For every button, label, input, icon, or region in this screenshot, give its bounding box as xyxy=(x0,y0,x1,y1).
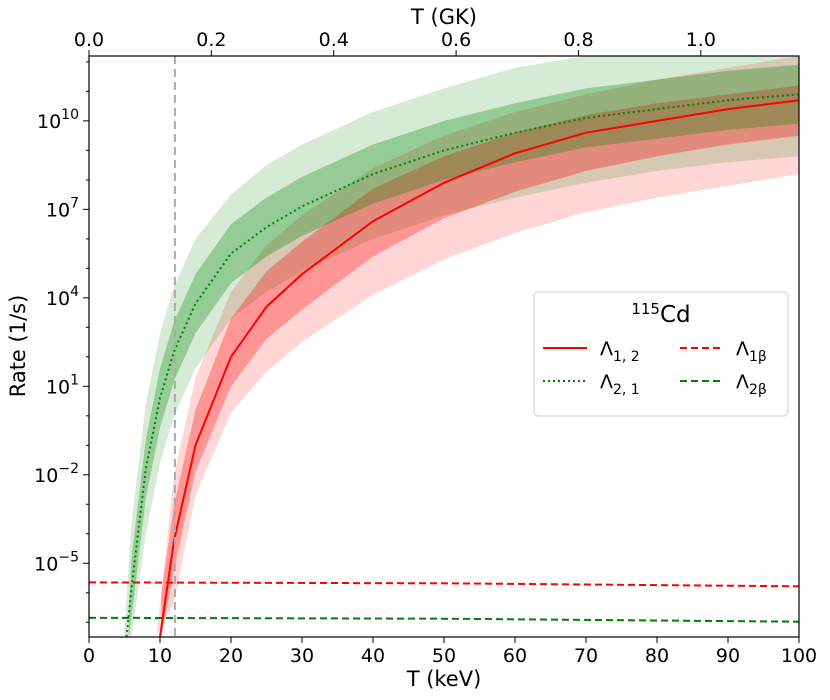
x-tick-label: 10 xyxy=(148,645,172,667)
top-tick-label: 0.6 xyxy=(441,29,471,51)
legend-frame xyxy=(533,291,789,417)
x-axis-ticks: 0 10 20 30 40 50 60 70 80 90 100 xyxy=(83,637,817,667)
legend-title: 115Cd xyxy=(631,300,690,328)
legend-label-l1b: Λ1β xyxy=(736,338,767,365)
top-tick-label: 0.2 xyxy=(196,29,226,51)
series-line-l12 xyxy=(159,99,799,637)
x-tick-label: 0 xyxy=(83,645,95,667)
legend: 115Cd Λ1, 2 Λ1β Λ2, 1 Λ2β xyxy=(533,291,789,417)
y-tick-label: 107 xyxy=(46,195,79,221)
x-axis-title: T (keV) xyxy=(406,667,482,691)
y-tick-label: 10−2 xyxy=(34,461,79,487)
legend-label-l2b: Λ2β xyxy=(736,371,767,398)
x-tick-label: 40 xyxy=(361,645,385,667)
top-tick-label: 0.4 xyxy=(319,29,349,51)
series-line-l21 xyxy=(125,93,799,637)
x-tick-label: 30 xyxy=(290,645,314,667)
x-tick-label: 60 xyxy=(503,645,527,667)
band-inner-l12 xyxy=(161,85,799,637)
y-tick-label: 10−5 xyxy=(34,549,79,575)
series-lines xyxy=(89,93,799,637)
legend-label-l12: Λ1, 2 xyxy=(600,338,640,365)
y-tick-label: 104 xyxy=(46,284,79,310)
uncertainty-bands xyxy=(123,56,799,637)
x-tick-label: 50 xyxy=(432,645,456,667)
band-inner-l21 xyxy=(128,64,799,637)
legend-label-l21: Λ2, 1 xyxy=(600,371,640,398)
y-axis-ticks: 10−5 10−2 101 104 107 1010 xyxy=(34,61,89,623)
top-tick-label: 0.0 xyxy=(74,29,104,51)
x-tick-label: 80 xyxy=(645,645,669,667)
y-tick-label: 101 xyxy=(46,372,79,398)
top-tick-label: 0.8 xyxy=(563,29,593,51)
x-tick-label: 20 xyxy=(219,645,243,667)
band-outer-l21 xyxy=(123,56,799,637)
top-axis-ticks: 0.0 0.2 0.4 0.6 0.8 1.0 xyxy=(74,29,716,56)
x-tick-label: 100 xyxy=(781,645,817,667)
top-axis-title: T (GK) xyxy=(410,5,477,29)
y-axis-title: Rate (1/s) xyxy=(6,295,30,398)
band-outer-l12 xyxy=(156,56,799,637)
x-tick-label: 90 xyxy=(716,645,740,667)
series-line-l2b xyxy=(89,616,799,623)
y-tick-label: 1010 xyxy=(37,107,79,133)
top-tick-label: 1.0 xyxy=(686,29,716,51)
series-line-l1b xyxy=(89,581,799,588)
x-tick-label: 70 xyxy=(574,645,598,667)
